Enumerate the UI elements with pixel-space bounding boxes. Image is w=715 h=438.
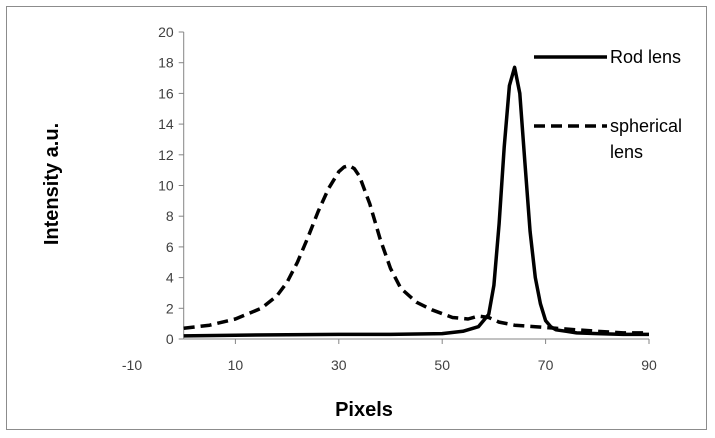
y-tick-labels: 0 2 4 6 8 10 12 14 16 18 20	[158, 24, 184, 347]
y-tick-label: 10	[158, 178, 174, 194]
y-tick-label: 14	[158, 116, 174, 132]
series-line-spherical-lens	[183, 163, 649, 335]
y-tick-label: 2	[166, 300, 174, 316]
x-tick-label: 10	[228, 357, 244, 373]
y-axis-title: Intensity a.u.	[41, 123, 63, 245]
y-tick-label: 0	[166, 331, 174, 347]
x-axis-title: Pixels	[335, 399, 393, 421]
y-tick-label: 18	[158, 55, 174, 71]
legend-label-rod-lens: Rod lens	[610, 47, 681, 67]
y-tick-label: 20	[158, 24, 174, 40]
legend-label-spherical-lens: spherical lens	[610, 116, 682, 162]
series-line-rod-lens	[183, 65, 649, 338]
y-tick-label: 12	[158, 147, 174, 163]
x-tick-label: 30	[331, 357, 347, 373]
y-tick-label: 16	[158, 85, 174, 101]
y-tick-label: 6	[166, 239, 174, 255]
x-tick-label: 50	[434, 357, 450, 373]
y-tick-label: 8	[166, 208, 174, 224]
axes	[183, 32, 649, 340]
legend: Rod lens spherical lens	[534, 47, 682, 162]
y-tick-label: 4	[166, 270, 174, 286]
x-tick-labels: -10 10 30 50 70 90	[122, 339, 657, 373]
x-tick-label: 90	[641, 357, 657, 373]
chart-frame	[6, 6, 707, 430]
series-layer	[183, 65, 649, 338]
x-tick-label: 70	[538, 357, 554, 373]
x-tick-label: -10	[122, 357, 142, 373]
